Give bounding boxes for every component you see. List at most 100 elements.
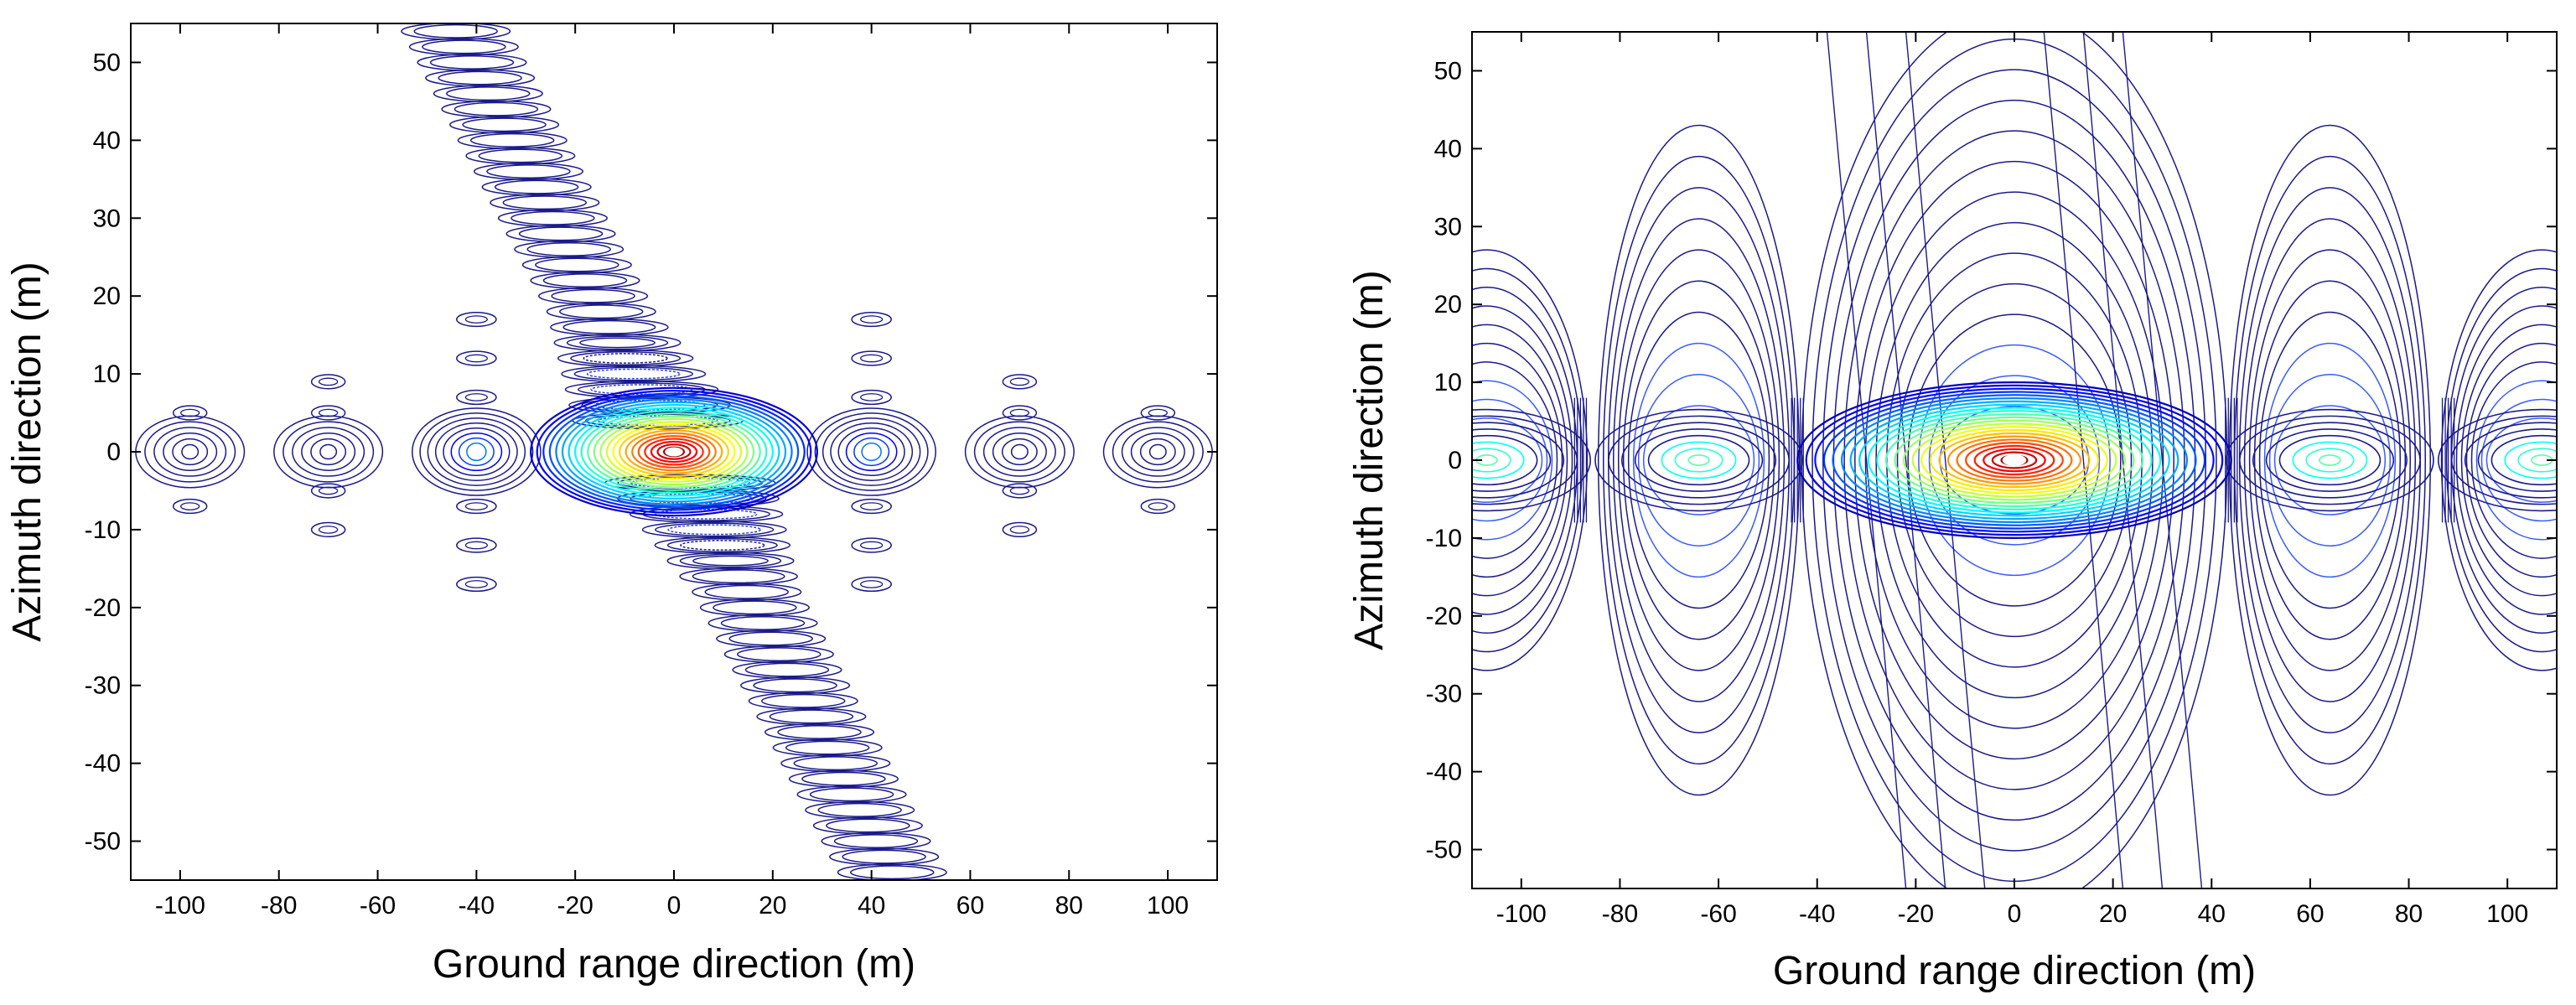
y-tick-label: 10 bbox=[93, 360, 121, 388]
chart-panel-left: -100 -80 -60 -40 -20 0 20 40 60 80 100 -50 -40 -30 -20… bbox=[5, 23, 1218, 987]
range-sidelobe-contour bbox=[172, 438, 209, 466]
range-lobe-contour bbox=[1472, 380, 1553, 541]
y-tick-label: -50 bbox=[1426, 837, 1462, 864]
x-axis-label: Ground range direction (m) bbox=[1773, 949, 2256, 993]
y-tick-label: 30 bbox=[93, 205, 121, 232]
axis-ticks: -100 -80 -60 -40 -20 0 20 40 60 80 100-50-40-30-20… bbox=[1426, 32, 2557, 928]
range-sidelobe-contour bbox=[1472, 415, 1578, 505]
azimuth-sidelobe-contour bbox=[310, 405, 346, 421]
range-lobe-contour bbox=[1907, 313, 2122, 607]
azimuth-sidelobe-contour bbox=[502, 195, 587, 210]
range-sidelobe-contour bbox=[1130, 433, 1185, 471]
azimuth-sidelobe-contour bbox=[812, 816, 923, 835]
azimuth-sidelobe-contour bbox=[429, 54, 515, 70]
y-tick-label: -30 bbox=[1426, 681, 1462, 708]
azimuth-sidelobe-contour bbox=[456, 350, 497, 366]
azimuth-sidelobe-contour bbox=[641, 521, 787, 539]
azimuth-sidelobe-contour bbox=[748, 692, 858, 710]
azimuth-sidelobe-contour bbox=[679, 553, 782, 568]
range-lobe-contour bbox=[1602, 155, 1796, 765]
azimuth-sidelobe-contour bbox=[465, 147, 576, 165]
range-sidelobe-contour bbox=[822, 417, 921, 486]
x-tick-label: 20 bbox=[2099, 900, 2127, 928]
main-lobe-contour bbox=[574, 407, 774, 497]
azimuth-sidelobe-contour bbox=[826, 818, 910, 833]
range-lobe-contour bbox=[1622, 280, 1775, 640]
y-tick-label: 0 bbox=[1448, 447, 1462, 474]
azimuth-sidelobe-contour bbox=[860, 315, 884, 324]
main-lobe-contour bbox=[605, 421, 743, 483]
main-lobe-contour bbox=[1858, 403, 2170, 517]
azimuth-sidelobe-contour bbox=[817, 802, 902, 817]
y-tick-label: 20 bbox=[1434, 291, 1462, 319]
main-lobe-contour bbox=[587, 412, 761, 491]
azimuth-sidelobe-contour bbox=[692, 583, 802, 601]
range-sidelobe-contour bbox=[1010, 443, 1029, 460]
azimuth-sidelobe-contour bbox=[573, 366, 693, 381]
chart-panel-right: -100 -80 -60 -40 -20 0 20 40 60 80 100 -50 -40 -30 -20… bbox=[1288, 0, 2576, 1005]
y-tick-label: 50 bbox=[1434, 57, 1462, 85]
range-lobe-contour bbox=[2273, 405, 2387, 515]
main-lobe-contour bbox=[561, 401, 787, 503]
range-lobe-contour bbox=[1612, 218, 1786, 702]
main-lobe-contour bbox=[618, 426, 730, 478]
azimuth-sidelobe-contour bbox=[699, 598, 810, 617]
range-sidelobe-contour bbox=[2226, 408, 2434, 512]
range-lobe-contour bbox=[2228, 124, 2431, 796]
range-lobe-contour bbox=[2460, 324, 2557, 597]
azimuth-sidelobe-contour bbox=[801, 771, 886, 786]
azimuth-sidelobe-contour bbox=[772, 738, 883, 757]
range-lobe-contour bbox=[2475, 380, 2557, 541]
azimuth-sidelobe-contour bbox=[462, 117, 547, 132]
range-lobe-contour bbox=[2440, 249, 2557, 671]
range-sidelobe-contour bbox=[1472, 441, 1525, 479]
range-sidelobe-contour bbox=[2278, 434, 2382, 486]
main-lobe-contour bbox=[548, 395, 800, 509]
azimuth-sidelobe-contour bbox=[753, 678, 837, 693]
azimuth-sidelobe-contour bbox=[538, 287, 649, 305]
range-sidelobe-contour bbox=[2450, 415, 2557, 505]
azimuth-sidelobe-contour bbox=[530, 272, 640, 290]
azimuth-sidelobe-contour bbox=[318, 526, 339, 534]
main-lobe-contour bbox=[644, 438, 704, 466]
range-lobe-contour bbox=[2465, 342, 2557, 578]
y-tick-label: -50 bbox=[85, 828, 121, 856]
streak-contour bbox=[1865, 32, 1946, 888]
azimuth-sidelobe-contour bbox=[704, 584, 789, 599]
azimuth-sidelobe-contour bbox=[464, 393, 488, 401]
main-lobe-contour bbox=[1903, 419, 2126, 501]
azimuth-sidelobe-contour bbox=[464, 502, 488, 510]
azimuth-sidelobe-contour bbox=[561, 365, 707, 383]
azimuth-sidelobe-contour bbox=[851, 389, 892, 406]
azimuth-sidelobe-contour bbox=[720, 615, 806, 630]
main-lobe-contour bbox=[656, 443, 692, 460]
azimuth-sidelobe-contour bbox=[518, 226, 604, 241]
y-axis-label: Azimuth direction (m) bbox=[5, 262, 49, 641]
range-lobe-contour bbox=[1598, 124, 1801, 796]
main-lobe-contour bbox=[568, 403, 780, 500]
azimuth-sidelobe-contour bbox=[551, 288, 635, 303]
range-lobe-contour bbox=[2485, 417, 2557, 503]
x-tick-label: -40 bbox=[1799, 900, 1835, 928]
y-tick-label: 50 bbox=[93, 49, 121, 76]
x-tick-label: 60 bbox=[956, 892, 984, 920]
range-sidelobe-contour bbox=[1608, 415, 1791, 505]
azimuth-sidelobe-contour bbox=[441, 100, 552, 118]
main-lobe-contour bbox=[536, 390, 812, 514]
range-lobe-contour bbox=[1472, 249, 1589, 671]
azimuth-sidelobe-contour bbox=[1002, 405, 1038, 421]
main-lobe-contour bbox=[1840, 396, 2189, 524]
azimuth-sidelobe-contour bbox=[732, 661, 842, 679]
azimuth-sidelobe-contour bbox=[310, 374, 346, 390]
y-tick-label: 40 bbox=[1434, 135, 1462, 163]
range-sidelobe-contour bbox=[135, 415, 246, 489]
range-sidelobe-contour bbox=[964, 415, 1075, 489]
azimuth-sidelobe-contour bbox=[497, 209, 608, 227]
range-sidelobe-contour bbox=[1472, 428, 1552, 492]
range-sidelobe-contour bbox=[1687, 454, 1710, 466]
azimuth-sidelobe-contour bbox=[535, 257, 619, 272]
azimuth-sidelobe-contour bbox=[785, 740, 870, 755]
azimuth-sidelobe-contour bbox=[570, 351, 682, 365]
range-sidelobe-contour bbox=[2517, 448, 2557, 473]
range-sidelobe-contour bbox=[163, 433, 218, 471]
